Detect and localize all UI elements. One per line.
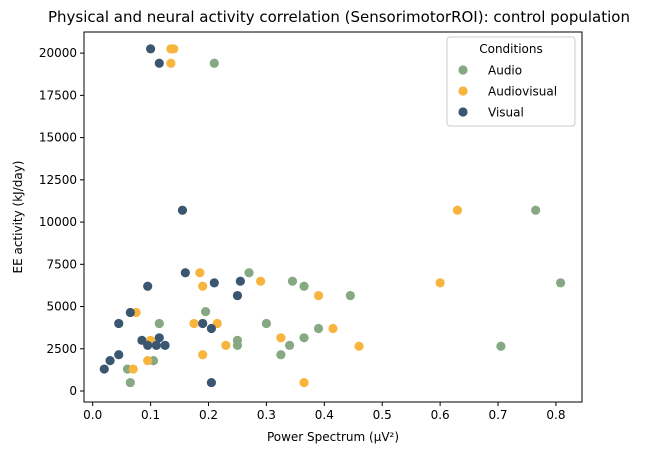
data-point [209,58,219,68]
data-point [198,318,208,329]
legend-item-visual: Visual [458,106,524,120]
data-point [496,341,506,351]
x-tick-label: 0.4 [315,408,334,422]
data-point [232,290,243,301]
data-point [166,58,176,68]
x-axis-label: Power Spectrum (µV²) [267,430,399,444]
x-axis: 0.0 0.1 0.2 0.3 0.4 0.5 0.6 0.7 0.8 [83,402,565,422]
y-axis: 0 2500 5000 7500 10000 12500 15000 17500 20000 [39,46,84,398]
data-point [154,58,164,68]
data-point [154,318,164,329]
data-point [99,364,109,374]
data-point [244,268,254,278]
y-tick-label: 0 [69,384,77,398]
data-point [125,377,135,388]
data-point [198,350,208,360]
data-point [235,276,245,286]
data-point [232,335,243,345]
x-tick-label: 0.2 [199,408,218,422]
series-audio [122,58,566,388]
points-layer [99,44,566,388]
data-point [201,307,211,317]
data-point [256,276,266,286]
data-point [276,333,286,343]
legend-title: Conditions [479,42,543,56]
data-point [206,323,216,334]
x-tick-label: 0.5 [373,408,392,422]
data-point [177,205,188,215]
data-point [145,44,156,54]
y-tick-label: 20000 [39,46,77,60]
legend-label: Audio [488,64,522,78]
plot-border [83,31,583,403]
data-point [299,377,309,388]
y-tick-label: 12500 [39,173,77,187]
legend-box [446,36,576,127]
y-axis-label: EE activity (kJ/day) [11,161,25,274]
data-point [221,340,231,351]
data-point [206,377,216,388]
data-point [452,205,463,215]
x-tick-label: 0.0 [83,408,102,422]
legend-marker [458,86,468,96]
x-tick-label: 0.3 [257,408,276,422]
data-point [114,350,124,360]
y-tick-label: 17500 [39,88,77,102]
data-point [555,278,566,288]
data-point [354,341,364,351]
x-tick-label: 0.6 [431,408,450,422]
legend-item-audio: Audio [458,64,522,78]
data-point [143,281,153,291]
data-point [169,44,179,54]
data-point [160,340,170,351]
data-point [105,356,115,366]
legend-item-audiovisual: Audiovisual [458,85,557,99]
y-tick-label: 15000 [39,131,77,145]
data-point [180,268,190,278]
chart-title: Physical and neural activity correlation… [48,8,630,26]
legend-items: Audio Audiovisual Visual [458,64,557,120]
data-point [299,333,309,343]
y-tick-label: 2500 [46,342,77,356]
data-point [299,281,309,291]
data-point [114,318,124,329]
y-tick-label: 7500 [46,257,77,271]
data-point [125,307,135,318]
y-tick-label: 5000 [46,300,77,314]
data-point [284,340,295,351]
data-point [143,356,153,366]
legend-label: Audiovisual [488,85,557,99]
y-tick-label: 10000 [39,215,77,229]
data-point [261,318,272,329]
data-point [143,340,153,351]
legend-marker [458,107,468,117]
data-point [435,278,445,288]
data-point [209,278,219,288]
data-point [287,276,298,286]
data-point [313,290,324,301]
data-point [154,333,164,343]
series-audiovisual [128,44,463,388]
series-visual [99,44,245,388]
legend: Conditions Audio Audiovisual Visual [446,36,576,127]
x-tick-label: 0.1 [141,408,160,422]
data-point [345,290,355,301]
data-point [151,340,161,351]
data-point [313,323,324,334]
legend-label: Visual [488,106,524,120]
x-tick-label: 0.7 [488,408,507,422]
data-point [198,281,208,291]
data-point [128,364,138,374]
data-point [531,205,541,215]
data-point [195,268,205,278]
data-point [189,318,199,329]
x-tick-label: 0.8 [546,408,565,422]
data-point [328,323,338,334]
legend-marker [458,65,468,75]
data-point [276,350,286,360]
